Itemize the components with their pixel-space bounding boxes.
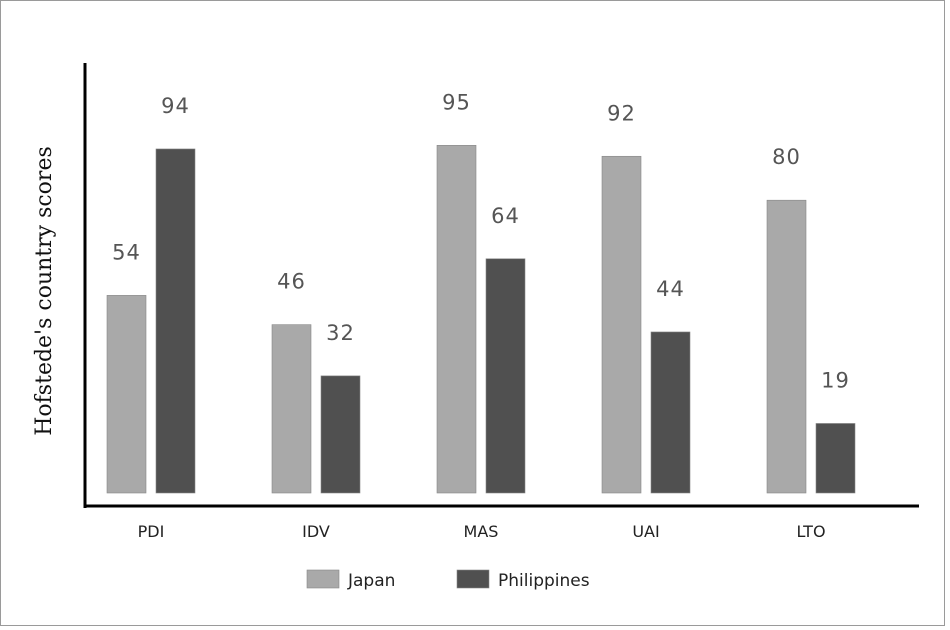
data-label-philippines-mas: 64 <box>491 204 520 228</box>
data-label-philippines-lto: 19 <box>821 368 850 392</box>
data-label-japan-uai: 92 <box>607 101 636 125</box>
legend-swatch-japan <box>306 569 340 589</box>
x-tick-mas: MAS <box>464 522 499 541</box>
bar-philippines-lto <box>815 423 856 494</box>
data-label-philippines-pdi: 94 <box>161 94 190 118</box>
x-tick-labels: PDI IDV MAS UAI LTO <box>138 522 826 541</box>
data-label-japan-idv: 46 <box>277 270 306 294</box>
legend: Japan Philippines <box>306 569 590 591</box>
bar-philippines-pdi <box>155 148 196 494</box>
data-label-japan-pdi: 54 <box>112 240 141 264</box>
data-label-japan-lto: 80 <box>772 145 801 169</box>
x-tick-idv: IDV <box>302 522 330 541</box>
legend-swatch-philippines <box>456 569 490 589</box>
bar-philippines-uai <box>650 331 691 494</box>
bar-japan-idv <box>271 324 312 494</box>
bar-japan-pdi <box>106 295 147 494</box>
data-label-japan-mas: 95 <box>442 90 471 114</box>
x-tick-uai: UAI <box>632 522 659 541</box>
x-tick-lto: LTO <box>796 522 825 541</box>
legend-label-japan: Japan <box>347 571 395 591</box>
data-label-philippines-uai: 44 <box>656 277 685 301</box>
y-axis-label: Hofstede's country scores <box>32 146 57 436</box>
bar-japan-mas <box>436 145 477 494</box>
legend-label-philippines: Philippines <box>498 571 590 591</box>
bar-japan-uai <box>601 155 642 494</box>
bars-group: 54 94 46 32 95 64 92 44 80 19 <box>106 90 856 494</box>
x-tick-pdi: PDI <box>138 522 165 541</box>
data-label-philippines-idv: 32 <box>326 321 355 345</box>
bar-philippines-mas <box>485 258 526 494</box>
bar-philippines-idv <box>320 375 361 494</box>
bar-japan-lto <box>766 199 807 494</box>
